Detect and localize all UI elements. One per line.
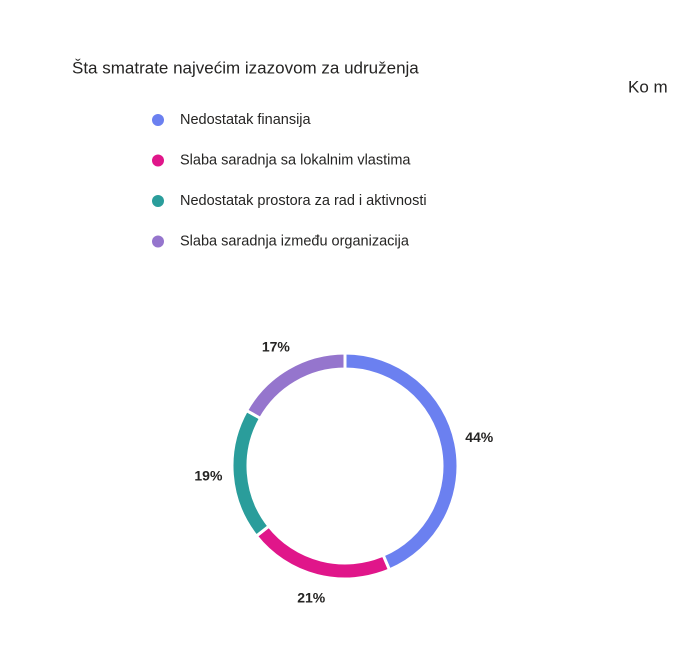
chart-title: Šta smatrate najvećim izazovom za udruže… bbox=[72, 58, 419, 77]
donut-segment bbox=[244, 351, 347, 421]
data-label: 19% bbox=[194, 467, 223, 483]
legend-label: Slaba saradnja između organizacija bbox=[180, 233, 410, 249]
legend-swatch bbox=[152, 195, 164, 207]
legend-swatch bbox=[152, 154, 164, 167]
legend-label: Nedostatak prostora za rad i aktivnosti bbox=[180, 193, 427, 209]
legend-swatch bbox=[152, 114, 164, 126]
legend-swatch bbox=[152, 235, 164, 248]
next-chart-title: Ko m bbox=[628, 77, 668, 96]
data-label: 21% bbox=[297, 589, 326, 605]
legend-label: Slaba saradnja sa lokalnim vlastima bbox=[180, 152, 411, 168]
data-label: 44% bbox=[465, 429, 494, 445]
data-label: 17% bbox=[262, 338, 291, 354]
legend-label: Nedostatak finansija bbox=[180, 112, 312, 128]
